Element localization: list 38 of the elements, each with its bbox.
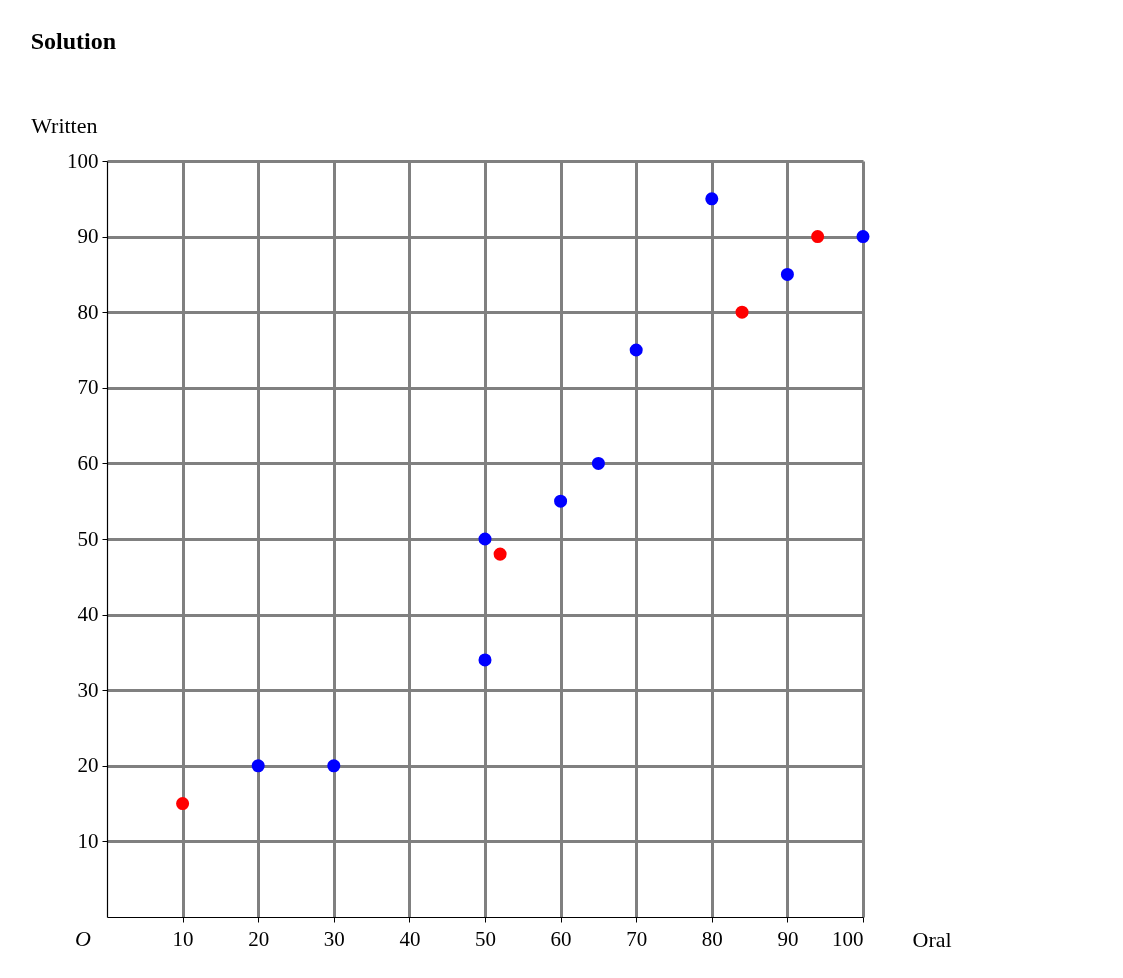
y-axis-title: Written: [31, 112, 98, 138]
x-tick-label: 50: [475, 926, 496, 951]
point: [554, 494, 568, 508]
point: [493, 547, 507, 561]
point: [251, 759, 265, 773]
x-axis-title: Oral: [912, 926, 952, 952]
x-tick-label: 80: [701, 926, 723, 951]
y-tick-label: 80: [77, 299, 99, 324]
point: [705, 192, 719, 206]
point: [478, 532, 492, 546]
x-tick-label: 20: [248, 926, 270, 951]
y-tick-label: 100: [67, 148, 99, 173]
x-tick-label: 100: [832, 926, 864, 951]
y-tick-label: 40: [77, 602, 99, 627]
y-tick-label: 70: [77, 375, 99, 400]
x-tick-label: 40: [399, 926, 421, 951]
x-tick-label: 70: [626, 926, 648, 951]
point: [780, 267, 794, 281]
text: O: [75, 926, 92, 951]
y-tick-label: 90: [77, 224, 99, 249]
point: [176, 797, 190, 811]
y-tick-label: 50: [77, 526, 99, 551]
x-tick-label: 10: [172, 926, 194, 951]
point: [327, 759, 341, 773]
x-tick-label: 30: [323, 926, 345, 951]
y-tick-label: 60: [77, 450, 99, 475]
x-tick-label: 60: [550, 926, 572, 951]
point: [629, 343, 643, 357]
chart-title: Solution: [30, 28, 117, 54]
point: [811, 230, 825, 244]
x-tick-label: 90: [777, 926, 799, 951]
point: [735, 305, 749, 319]
point: [856, 230, 870, 244]
point: [591, 456, 605, 470]
point: [478, 653, 492, 667]
y-tick-label: 10: [77, 828, 99, 853]
y-tick-label: 30: [77, 677, 99, 702]
y-tick-label: 20: [77, 753, 99, 778]
